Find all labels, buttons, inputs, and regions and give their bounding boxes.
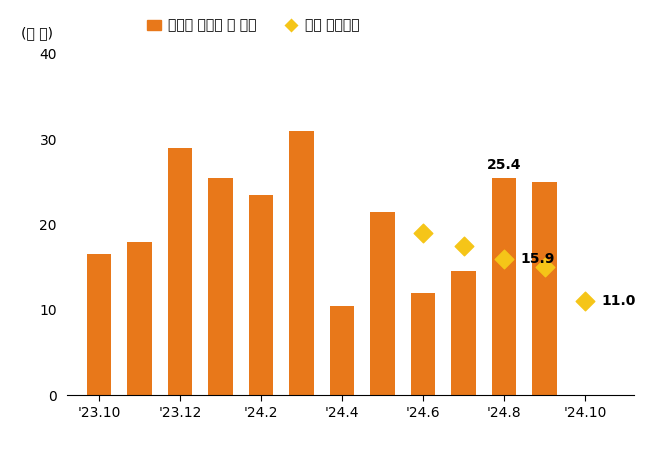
Bar xyxy=(370,212,395,395)
Legend: 비농업 고용자 수 증감, 시장 콘센서스: 비농업 고용자 수 증감, 시장 콘센서스 xyxy=(141,13,366,38)
Point xyxy=(580,298,590,305)
Text: 11.0: 11.0 xyxy=(601,294,636,308)
Bar xyxy=(532,182,557,395)
Bar xyxy=(330,305,354,395)
Text: 15.9: 15.9 xyxy=(520,252,555,266)
Bar xyxy=(249,195,273,395)
Bar xyxy=(87,254,111,395)
Bar xyxy=(492,178,516,395)
Point xyxy=(499,256,510,263)
Bar xyxy=(168,148,192,395)
Point xyxy=(539,264,550,271)
Text: (만 명): (만 명) xyxy=(21,26,53,40)
Bar xyxy=(127,242,152,395)
Bar xyxy=(208,177,233,395)
Bar xyxy=(289,131,313,395)
Point xyxy=(418,229,428,237)
Bar xyxy=(411,293,435,395)
Text: 25.4: 25.4 xyxy=(487,158,522,172)
Point xyxy=(458,242,469,250)
Bar xyxy=(452,271,476,395)
